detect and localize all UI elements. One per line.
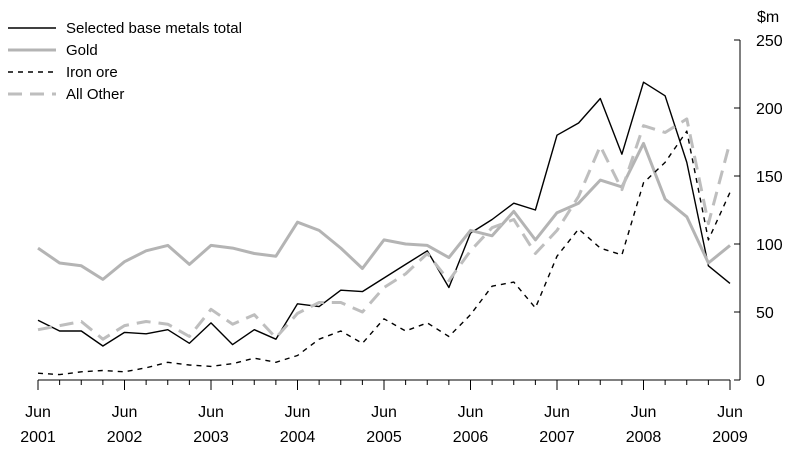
- x-tick-label-year: 2006: [453, 429, 489, 446]
- x-tick-label-month: Jun: [112, 404, 138, 421]
- series-line-iron-ore: [37, 130, 731, 376]
- y-unit-label: $m: [757, 9, 779, 26]
- x-tick-label-year: 2002: [107, 429, 143, 446]
- legend-label-iron-ore: Iron ore: [66, 64, 118, 81]
- x-tick-label-year: 2003: [193, 429, 229, 446]
- x-tick-label-year: 2005: [366, 429, 402, 446]
- x-tick-label-year: 2007: [539, 429, 575, 446]
- series-line-gold: [37, 141, 731, 281]
- series-lines: [37, 81, 732, 376]
- y-tick-label: 50: [756, 305, 774, 322]
- x-tick-label-year: 2004: [280, 429, 316, 446]
- legend: Selected base metals total Gold Iron ore Al…: [8, 20, 242, 103]
- x-tick-label-month: Jun: [285, 404, 311, 421]
- x-tick-label-month: Jun: [717, 404, 743, 421]
- legend-label-all-other: All Other: [66, 86, 124, 103]
- y-tick-label: 250: [756, 33, 783, 50]
- x-tick-label-month: Jun: [25, 404, 51, 421]
- x-tick-label-month: Jun: [371, 404, 397, 421]
- axes: 0 50 100 150 200 250 $m Jun 2001 Jun 2002 Jun 2003 Ju…: [20, 9, 783, 446]
- series-line-selected-base-metals-total: [37, 81, 731, 347]
- y-tick-label: 200: [756, 101, 783, 118]
- legend-label-gold: Gold: [66, 42, 98, 59]
- x-tick-label-month: Jun: [198, 404, 224, 421]
- y-tick-label: 150: [756, 169, 783, 186]
- x-tick-label-year: 2009: [712, 429, 748, 446]
- y-tick-label: 0: [756, 373, 765, 390]
- x-tick-label-year: 2008: [626, 429, 662, 446]
- series-line-all-other: [37, 117, 732, 341]
- y-tick-label: 100: [756, 237, 783, 254]
- x-tick-label-year: 2001: [20, 429, 56, 446]
- x-tick-label-month: Jun: [458, 404, 484, 421]
- legend-label-selected-base-metals-total: Selected base metals total: [66, 20, 242, 37]
- x-tick-label-month: Jun: [631, 404, 657, 421]
- x-tick-label-month: Jun: [544, 404, 570, 421]
